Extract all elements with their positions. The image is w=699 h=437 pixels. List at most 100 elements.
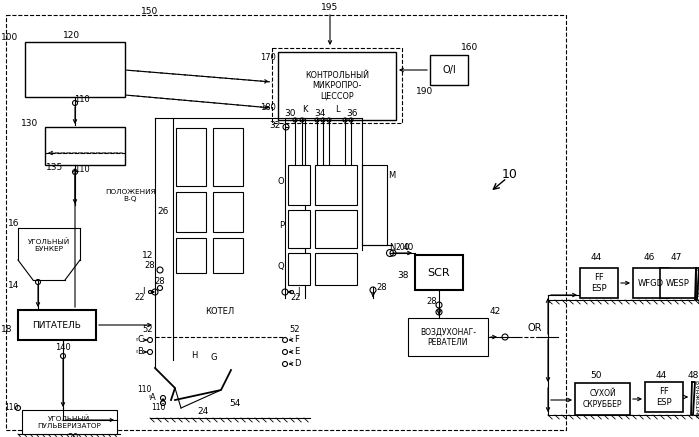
Text: 200: 200 xyxy=(396,243,410,253)
Bar xyxy=(408,318,488,356)
Bar xyxy=(213,238,243,273)
Text: 14: 14 xyxy=(8,281,20,289)
Text: 52: 52 xyxy=(143,326,153,334)
Text: ПОЛОЖЕНИЯ
B-Q: ПОЛОЖЕНИЯ B-Q xyxy=(105,188,156,201)
Text: 130: 130 xyxy=(21,119,38,128)
Bar xyxy=(288,253,310,285)
Text: SCR: SCR xyxy=(428,267,450,277)
Text: ВОЗДУХОНАГ-
РЕВАТЕЛИ: ВОЗДУХОНАГ- РЕВАТЕЛИ xyxy=(420,327,476,347)
Text: 100: 100 xyxy=(1,34,18,42)
Text: УГОЛЬНЫЙ
БУНКЕР: УГОЛЬНЫЙ БУНКЕР xyxy=(28,238,70,252)
Text: 140: 140 xyxy=(55,343,71,353)
Bar xyxy=(288,210,310,248)
Text: OR: OR xyxy=(528,323,542,333)
Text: O: O xyxy=(278,177,284,187)
Bar xyxy=(278,52,396,120)
Text: Q: Q xyxy=(278,263,284,271)
Text: 44: 44 xyxy=(591,253,602,263)
Text: 36: 36 xyxy=(346,108,358,118)
Text: 20: 20 xyxy=(67,433,79,437)
Text: 38: 38 xyxy=(397,271,409,280)
Text: 10: 10 xyxy=(502,169,518,181)
Text: 120: 120 xyxy=(64,31,80,39)
Text: 12: 12 xyxy=(143,250,154,260)
Text: 52: 52 xyxy=(290,326,301,334)
Text: О/I: О/I xyxy=(442,65,456,75)
Text: D: D xyxy=(294,360,301,368)
Text: 28: 28 xyxy=(154,277,165,287)
Text: M: M xyxy=(389,170,396,180)
Text: 24: 24 xyxy=(197,407,208,416)
Bar xyxy=(430,55,468,85)
Text: N: N xyxy=(389,243,395,253)
Text: L: L xyxy=(335,105,339,114)
Text: 22: 22 xyxy=(135,292,145,302)
Text: H: H xyxy=(191,350,197,360)
Text: J: J xyxy=(297,288,299,296)
Text: 28: 28 xyxy=(377,284,387,292)
Text: 26: 26 xyxy=(157,208,168,216)
Bar xyxy=(415,255,463,290)
Text: 32: 32 xyxy=(269,121,281,131)
Bar xyxy=(18,310,96,340)
Text: ◦: ◦ xyxy=(135,337,139,343)
Text: ПИТАТЕЛЬ: ПИТАТЕЛЬ xyxy=(33,320,82,329)
Text: 40: 40 xyxy=(403,243,414,253)
Text: 160: 160 xyxy=(461,44,479,52)
Bar xyxy=(315,253,357,285)
Text: A: A xyxy=(150,393,156,402)
Text: 34: 34 xyxy=(315,108,326,118)
Bar xyxy=(645,382,683,412)
Text: I: I xyxy=(143,288,145,296)
Text: ◦: ◦ xyxy=(289,361,291,367)
Text: G: G xyxy=(211,354,217,363)
Text: 18: 18 xyxy=(1,326,12,334)
Text: 48: 48 xyxy=(697,266,699,274)
Text: 150: 150 xyxy=(141,7,159,17)
Text: 110: 110 xyxy=(151,403,165,413)
Bar xyxy=(22,410,117,434)
Text: B: B xyxy=(137,347,143,357)
Text: WFGD: WFGD xyxy=(638,278,664,288)
Text: K: K xyxy=(302,105,308,114)
Bar xyxy=(213,192,243,232)
Text: 180: 180 xyxy=(260,104,276,112)
Text: 135: 135 xyxy=(46,163,64,173)
Text: WESP: WESP xyxy=(666,278,690,288)
Text: 110: 110 xyxy=(3,402,18,412)
Bar xyxy=(580,268,618,298)
Bar xyxy=(25,42,125,97)
Text: ◦: ◦ xyxy=(289,337,291,343)
Bar xyxy=(272,48,402,123)
Text: 54: 54 xyxy=(229,399,240,409)
Text: 48: 48 xyxy=(687,371,699,381)
Text: ◦: ◦ xyxy=(289,350,291,354)
Bar xyxy=(176,238,206,273)
Text: 195: 195 xyxy=(322,3,338,13)
Text: F: F xyxy=(294,336,299,344)
Text: 22: 22 xyxy=(291,292,301,302)
Text: C: C xyxy=(137,336,143,344)
Text: 42: 42 xyxy=(489,308,500,316)
Bar xyxy=(176,128,206,186)
Text: ВЫТЯЖНАЯ
ТРУБА: ВЫТЯЖНАЯ ТРУБА xyxy=(696,379,699,417)
Text: 46: 46 xyxy=(643,253,655,263)
Text: 44: 44 xyxy=(656,371,667,379)
Bar xyxy=(362,165,387,245)
Text: 28: 28 xyxy=(426,298,438,306)
Text: ВЫТЯЖНАЯ
ТРУБА: ВЫТЯЖНАЯ ТРУБА xyxy=(698,265,699,303)
Bar xyxy=(633,268,669,298)
Text: 16: 16 xyxy=(8,218,20,228)
Bar xyxy=(45,127,125,165)
Text: УГОЛЬНЫЙ
ПУЛЬВЕРИЗАТОР: УГОЛЬНЫЙ ПУЛЬВЕРИЗАТОР xyxy=(38,415,101,429)
Bar xyxy=(315,165,357,205)
Text: FF
ESP: FF ESP xyxy=(591,273,607,293)
Text: E: E xyxy=(294,347,299,357)
Text: P: P xyxy=(279,222,284,230)
Text: 47: 47 xyxy=(670,253,682,263)
Text: 30: 30 xyxy=(284,108,296,118)
Bar xyxy=(288,165,310,205)
Text: ◦: ◦ xyxy=(148,394,152,400)
Text: КОТЕЛ: КОТЕЛ xyxy=(206,308,235,316)
Polygon shape xyxy=(693,268,699,300)
